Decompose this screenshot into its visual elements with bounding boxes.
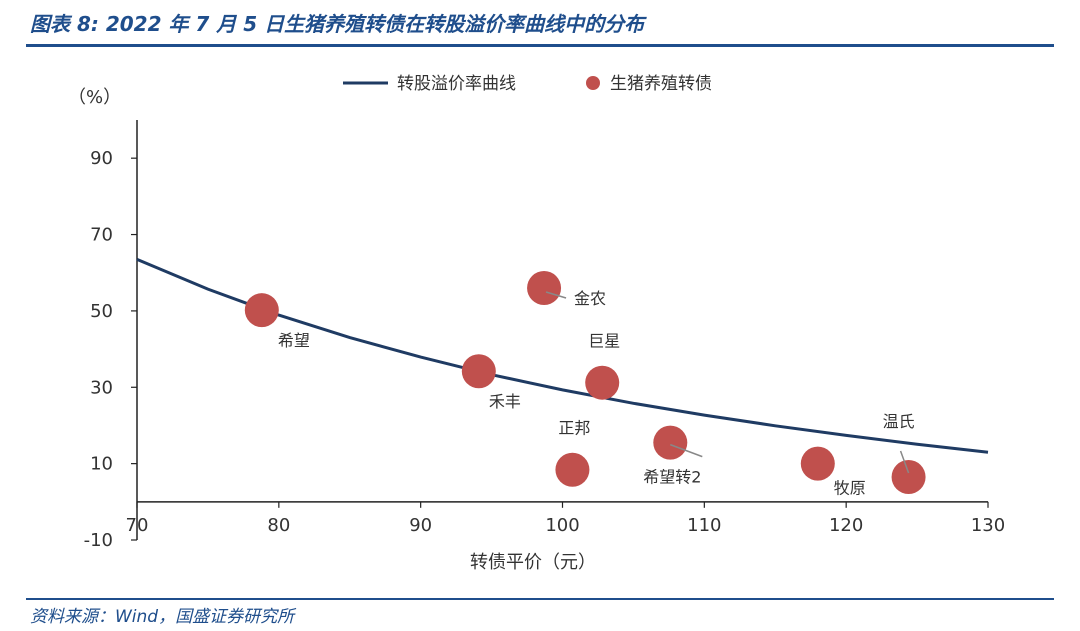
point-label: 牧原 bbox=[834, 479, 866, 498]
y-tick-label: 90 bbox=[90, 148, 113, 169]
legend-label-points: 生猪养殖转债 bbox=[610, 74, 712, 94]
legend-marker-swatch bbox=[586, 76, 600, 90]
bond-point bbox=[244, 293, 279, 328]
y-tick-label: 10 bbox=[90, 454, 113, 475]
y-tick-label: 50 bbox=[90, 301, 113, 322]
point-leader-line bbox=[899, 450, 910, 474]
point-label: 希望 bbox=[278, 331, 310, 350]
y-tick-label: 30 bbox=[90, 377, 113, 398]
x-axis-title: 转债平价（元） bbox=[470, 552, 596, 573]
point-label: 禾丰 bbox=[489, 392, 521, 411]
point-label: 巨星 bbox=[588, 332, 620, 351]
bond-point bbox=[527, 271, 562, 305]
point-leader-line bbox=[545, 291, 567, 299]
point-label: 温氏 bbox=[883, 412, 915, 431]
title-rule bbox=[26, 44, 1054, 47]
y-tick-label: -10 bbox=[84, 530, 113, 551]
y-tick-label: 70 bbox=[90, 225, 113, 246]
point-label: 金农 bbox=[574, 289, 606, 308]
premium-curve bbox=[136, 258, 989, 454]
source-note: 资料来源：Wind，国盛证券研究所 bbox=[30, 607, 295, 627]
x-tick-label: 120 bbox=[829, 515, 863, 536]
bond-point bbox=[800, 446, 835, 481]
footer-rule bbox=[26, 598, 1054, 600]
x-tick-label: 90 bbox=[409, 515, 432, 536]
x-tick-label: 80 bbox=[267, 515, 290, 536]
x-tick-label: 100 bbox=[545, 515, 579, 536]
point-label: 正邦 bbox=[558, 419, 590, 438]
x-tick-label: 70 bbox=[126, 515, 149, 536]
axes: -10 10 30 50 70 90 70 80 90 100 110 120 130 bbox=[84, 120, 1005, 551]
x-tick-label: 130 bbox=[971, 515, 1005, 536]
legend: 转股溢价率曲线 生猪养殖转债 bbox=[343, 74, 712, 94]
chart-title: 图表 8: 2022 年 7 月 5 日生猪养殖转债在转股溢价率曲线中的分布 bbox=[30, 12, 645, 36]
bond-point bbox=[891, 460, 926, 494]
point-label: 希望转2 bbox=[643, 468, 701, 487]
bond-point bbox=[461, 354, 496, 389]
y-axis-unit: （%） bbox=[68, 87, 121, 108]
legend-label-curve: 转股溢价率曲线 bbox=[397, 74, 516, 94]
x-tick-label: 110 bbox=[687, 515, 721, 536]
point-leader-line bbox=[670, 443, 703, 458]
bond-point bbox=[653, 425, 688, 460]
bond-point bbox=[555, 452, 590, 487]
bond-point bbox=[585, 365, 620, 400]
